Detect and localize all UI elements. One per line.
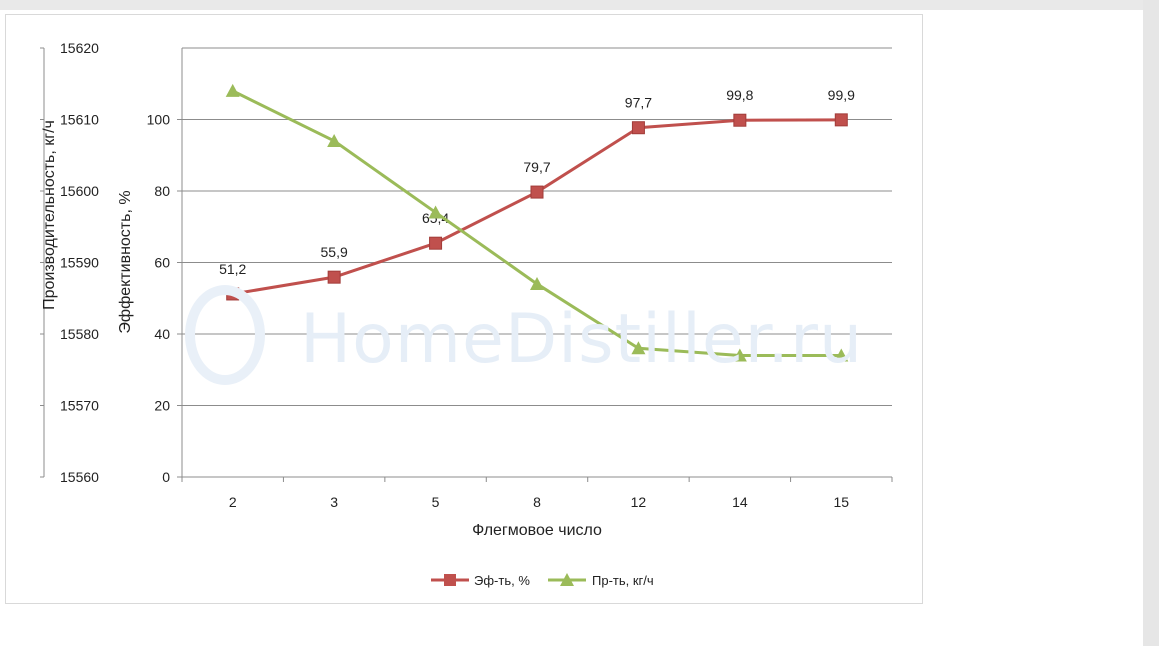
scrollbar-track[interactable]: [1143, 0, 1159, 646]
data-point-square: [530, 185, 544, 199]
x-tick-label: 15: [833, 494, 849, 510]
legend-label-efficiency: Эф-ть, %: [474, 573, 530, 588]
top-strip: [0, 0, 1159, 10]
bottom-strip: [0, 624, 1143, 646]
chart-frame: 0 20 40 60 80 100 15560 15570 15580 15590 15600 156…: [5, 14, 923, 604]
efficiency-tick-label: 0: [162, 469, 170, 485]
x-axis-title: Флегмовое число: [472, 522, 602, 539]
legend-label-productivity: Пр-ть, кг/ч: [592, 573, 654, 588]
data-label: 55,9: [321, 244, 348, 260]
data-point-square: [631, 121, 645, 135]
productivity-tick-label: 15560: [60, 469, 99, 485]
data-point-triangle: [732, 348, 747, 362]
x-tick-label: 14: [732, 494, 748, 510]
y-axis-title-efficiency: Эффективность, %: [117, 190, 134, 333]
productivity-tick-label: 15600: [60, 183, 99, 199]
x-tick-label: 3: [330, 494, 338, 510]
series-line-0: [232, 118, 842, 296]
data-label: 51,2: [219, 261, 246, 277]
data-point-triangle: [530, 276, 544, 290]
x-tick-label: 2: [229, 494, 237, 510]
x-tick-label: 12: [631, 494, 647, 510]
data-point-triangle: [327, 133, 342, 147]
data-label: 79,7: [523, 159, 550, 175]
productivity-tick-label: 15620: [60, 40, 99, 56]
data-label: 97,7: [625, 95, 652, 111]
data-label: 99,8: [726, 87, 753, 103]
legend-marker-productivity: [560, 573, 574, 586]
efficiency-tick-label: 40: [154, 326, 170, 342]
data-point-triangle: [834, 348, 849, 362]
data-point-triangle: [225, 83, 240, 97]
line-chart: 0 20 40 60 80 100 15560 15570 15580 15590 15600 156…: [40, 40, 893, 588]
data-point-square: [429, 236, 443, 250]
data-point-triangle: [428, 205, 443, 219]
data-point-triangle: [631, 341, 646, 355]
data-point-square: [834, 113, 848, 127]
data-point-square: [733, 113, 747, 127]
legend-marker-efficiency: [444, 574, 456, 586]
x-tick-label: 5: [432, 494, 440, 510]
productivity-tick-label: 15610: [60, 112, 99, 128]
data-label: 99,9: [828, 87, 855, 103]
efficiency-tick-label: 100: [147, 112, 171, 128]
productivity-tick-label: 15580: [60, 326, 99, 342]
productivity-tick-label: 15590: [60, 255, 99, 271]
data-point-square: [327, 270, 341, 284]
y-axis-title-productivity: Производительность, кг/ч: [41, 120, 58, 310]
efficiency-tick-label: 60: [154, 255, 170, 271]
efficiency-tick-label: 20: [154, 398, 170, 414]
x-tick-label: 8: [533, 494, 541, 510]
watermark-text: HomeDistiller.ru: [300, 300, 864, 379]
productivity-tick-label: 15570: [60, 398, 99, 414]
efficiency-tick-label: 80: [154, 183, 170, 199]
watermark-logo: [185, 285, 265, 385]
